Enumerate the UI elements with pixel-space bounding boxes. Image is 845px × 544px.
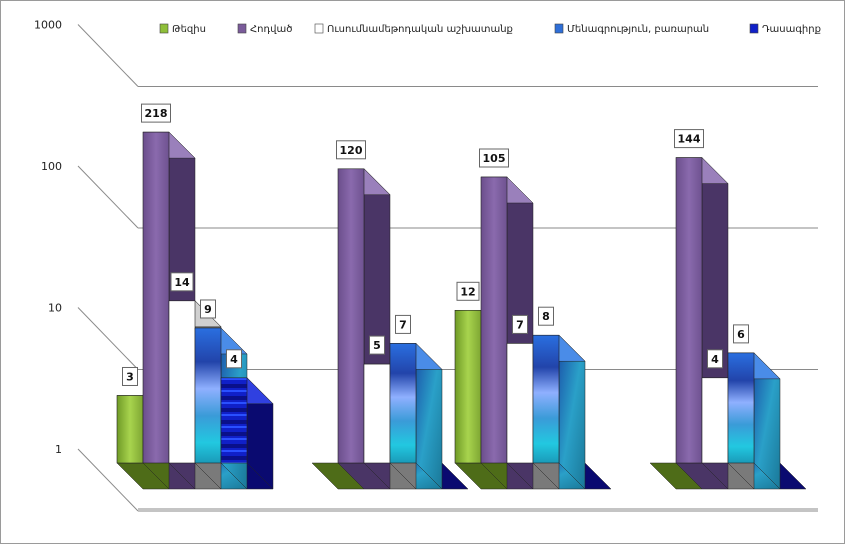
data-label-box: [200, 299, 216, 319]
data-label: 5: [373, 339, 381, 352]
data-label: 218: [145, 107, 168, 120]
bar: [675, 157, 703, 464]
gridline-wall: [77, 307, 139, 370]
y-tick-label: 100: [41, 160, 62, 173]
legend-label: Մենագրություն, բառարան: [567, 24, 709, 35]
data-label: 4: [230, 353, 238, 366]
bar: [142, 131, 170, 464]
bar: [454, 309, 482, 464]
legend-swatch: [159, 23, 169, 34]
data-label-box: [226, 349, 242, 369]
legend-swatch: [314, 23, 324, 34]
gridline-wall: [77, 165, 139, 229]
data-label: 14: [174, 276, 190, 289]
data-label-box: [538, 306, 554, 326]
data-label: 12: [460, 285, 475, 298]
data-label-box: [456, 281, 480, 301]
legend: Թեզիս Հոդված Ուսումնամեթոդական աշխատանք Մեն…: [159, 23, 821, 35]
data-label-box: [479, 148, 509, 168]
bar: [506, 343, 534, 464]
data-label: 144: [678, 133, 701, 146]
bar: [168, 300, 196, 464]
gridline-wall: [77, 448, 139, 512]
data-label: 6: [737, 328, 745, 341]
data-label-box: [707, 349, 723, 369]
data-label: 105: [483, 152, 506, 165]
data-label-box: [733, 324, 749, 344]
y-tick-label: 10: [48, 302, 62, 315]
legend-swatch: [237, 23, 247, 34]
data-label: 120: [340, 144, 363, 157]
legend-swatch: [554, 23, 564, 34]
bar: [701, 377, 729, 464]
legend-label: Հոդված: [250, 24, 292, 35]
data-label-box: [336, 140, 366, 160]
bar: [116, 395, 144, 464]
bar: [337, 168, 365, 464]
legend-label: Դասագիրք: [762, 24, 821, 35]
data-label-box: [170, 272, 194, 292]
y-tick-label: 1000: [34, 19, 62, 32]
bar: [389, 343, 417, 464]
data-label-box: [122, 366, 138, 386]
data-label-box: [141, 103, 171, 123]
data-label-box: [674, 129, 704, 149]
data-label-box: [369, 335, 385, 355]
bar: [532, 334, 560, 464]
bar: [727, 352, 755, 464]
gridline-wall: [77, 24, 139, 87]
data-label: 4: [711, 353, 719, 366]
data-label-box: [395, 314, 411, 334]
legend-swatch: [749, 23, 759, 34]
data-label: 7: [399, 318, 407, 331]
data-label: 7: [516, 318, 524, 331]
bars-layer: [116, 131, 807, 490]
data-label: 9: [204, 303, 212, 316]
bar: [220, 377, 248, 464]
bar: [363, 363, 391, 464]
bar: [194, 327, 222, 464]
labels-layer: 3 218 14 9 4 120 5 7 12 105 7 8 144 4 6: [122, 103, 749, 386]
data-label-box: [512, 314, 528, 334]
y-tick-label: 1: [55, 443, 62, 456]
data-label: 8: [542, 310, 550, 323]
legend-label: Թեզիս: [172, 24, 206, 35]
data-label: 3: [126, 370, 134, 383]
legend-label: Ուսումնամեթոդական աշխատանք: [327, 24, 513, 35]
bar: [480, 176, 508, 464]
